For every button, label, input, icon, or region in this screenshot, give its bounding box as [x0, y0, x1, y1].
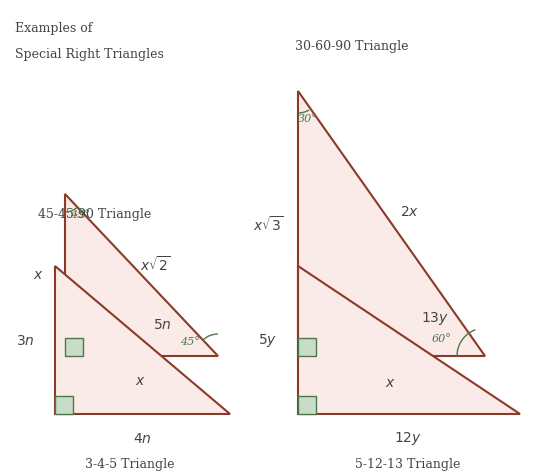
Text: $x$: $x$ [33, 268, 43, 281]
Text: 45°: 45° [70, 209, 90, 219]
Text: $4n$: $4n$ [133, 431, 151, 445]
Polygon shape [298, 267, 520, 414]
Text: 30-60-90 Triangle: 30-60-90 Triangle [295, 40, 409, 53]
Polygon shape [65, 195, 218, 356]
Text: Special Right Triangles: Special Right Triangles [15, 48, 164, 61]
Polygon shape [298, 396, 316, 414]
Text: $x\sqrt{2}$: $x\sqrt{2}$ [140, 255, 170, 274]
Polygon shape [55, 267, 230, 414]
Text: $5y$: $5y$ [258, 332, 277, 349]
Polygon shape [55, 396, 73, 414]
Text: 5-12-13 Triangle: 5-12-13 Triangle [355, 457, 461, 470]
Text: 45-45-90 Triangle: 45-45-90 Triangle [38, 208, 152, 221]
Text: 30°: 30° [298, 114, 318, 124]
Polygon shape [65, 338, 83, 356]
Text: $x\sqrt{3}$: $x\sqrt{3}$ [253, 215, 283, 234]
Text: $13y$: $13y$ [421, 310, 449, 327]
Text: 3-4-5 Triangle: 3-4-5 Triangle [85, 457, 175, 470]
Polygon shape [298, 92, 485, 356]
Text: $x$: $x$ [135, 373, 145, 387]
Text: $5n$: $5n$ [153, 317, 171, 331]
Text: $x$: $x$ [384, 375, 395, 389]
Text: 45°: 45° [180, 336, 200, 346]
Text: $2x$: $2x$ [400, 205, 419, 218]
Text: $12y$: $12y$ [394, 430, 422, 446]
Text: $3n$: $3n$ [16, 333, 34, 347]
Text: 60°: 60° [432, 333, 452, 343]
Polygon shape [298, 338, 316, 356]
Text: Examples of: Examples of [15, 22, 92, 35]
